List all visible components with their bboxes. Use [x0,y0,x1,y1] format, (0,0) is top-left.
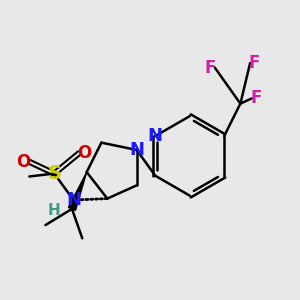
Text: H: H [48,203,61,218]
Text: S: S [47,164,61,183]
Text: N: N [66,191,81,209]
Text: F: F [205,58,216,76]
Text: O: O [16,153,30,171]
Text: F: F [250,89,262,107]
Polygon shape [68,172,87,210]
Text: N: N [129,141,144,159]
Text: N: N [148,127,163,145]
Text: F: F [249,54,260,72]
Text: O: O [77,144,92,162]
